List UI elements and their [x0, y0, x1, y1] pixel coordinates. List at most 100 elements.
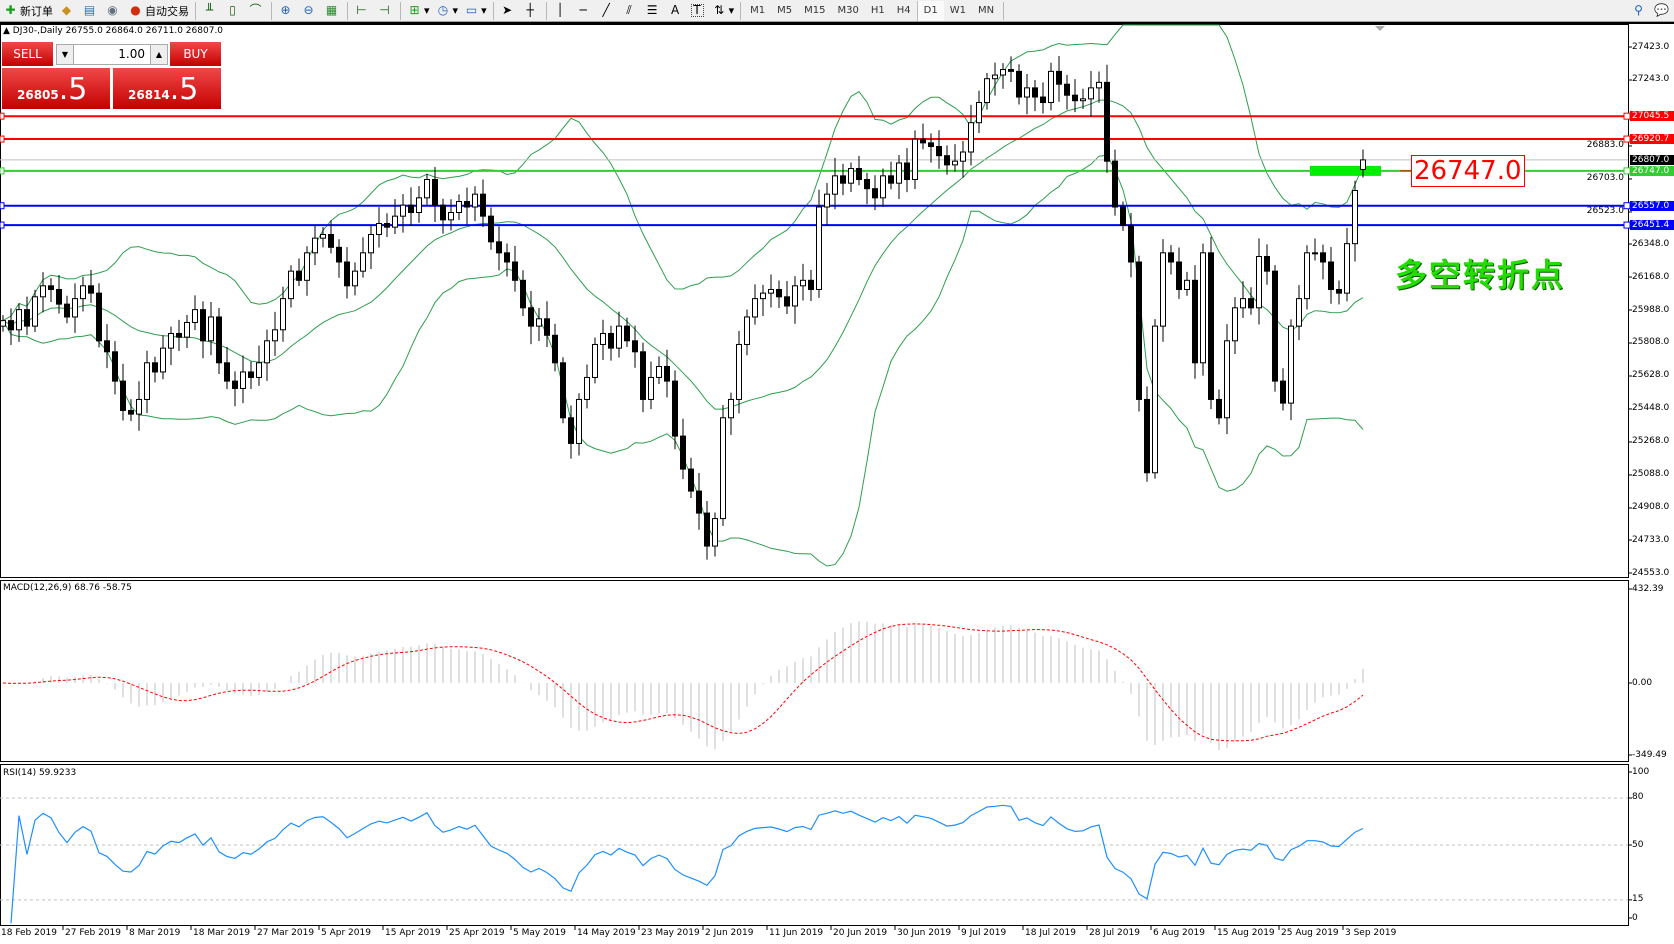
zoom-out-button[interactable]: ⊖ [298, 1, 321, 21]
timeframe-mn[interactable]: MN [977, 4, 995, 16]
date-label: 14 May 2019 [577, 928, 636, 938]
text-label-button[interactable]: T [688, 1, 709, 21]
crosshair-button[interactable]: ┼ [520, 1, 543, 21]
candle-body [904, 162, 910, 181]
candle-body [160, 347, 166, 373]
vertical-line-button[interactable]: │ [550, 1, 573, 21]
candle-body [552, 334, 558, 364]
candle-body [208, 316, 214, 342]
candle-body [1024, 87, 1030, 98]
candle-body [1232, 307, 1238, 342]
line-chart-button[interactable]: ⌒ [245, 1, 268, 21]
timeframe-d1[interactable]: D1 [916, 0, 944, 21]
line-handle [0, 202, 5, 210]
toolbar-separator [1003, 1, 1005, 20]
candle-body [352, 270, 358, 287]
price-tick-label: 25448.0 [1632, 403, 1670, 414]
new-order-button[interactable]: ✚ 新订单 [0, 1, 56, 21]
tile-windows-button[interactable]: ▦ [321, 1, 344, 21]
auto-scroll-button[interactable]: ⊢ [351, 1, 374, 21]
candle-body [784, 296, 790, 307]
text-button[interactable]: A [665, 1, 688, 21]
candle-body [384, 222, 390, 228]
candle-chart-button[interactable]: ▯ [222, 1, 245, 21]
indicators-icon: ⊞ [409, 3, 420, 17]
fibonacci-button[interactable]: ☰ [642, 1, 665, 21]
candle-body [1096, 81, 1102, 89]
candle-body [336, 246, 342, 263]
candle-body [976, 102, 982, 124]
bar-chart-button[interactable]: ╨ [199, 1, 222, 21]
turning-point-text[interactable]: 多空转折点 [1395, 256, 1566, 294]
trendline-icon: ╱ [602, 3, 610, 17]
sell-button[interactable]: SELL [2, 42, 53, 66]
candle-body [216, 316, 222, 364]
macd-tick-label: 432.39 [1632, 583, 1664, 594]
equidistant-channel-button[interactable]: ⫽ [619, 1, 642, 21]
lot-decrease-icon[interactable]: ▼ [57, 45, 74, 64]
chart-shift-button[interactable]: ⊣ [374, 1, 397, 21]
candle-body [184, 321, 190, 338]
rsi-tick-label: 100 [1632, 766, 1650, 777]
candle-body [840, 175, 846, 184]
date-label: 3 Sep 2019 [1345, 928, 1397, 938]
templates-button[interactable]: ▭ ▾ [465, 3, 487, 17]
macd-pane-frame [0, 580, 1629, 762]
date-label: 11 Jun 2019 [769, 928, 824, 938]
candle-body [656, 365, 662, 378]
buy-price-button[interactable]: 26814.5 [113, 68, 221, 109]
timeframe-m30[interactable]: M30 [837, 4, 859, 16]
sell-price-frac: .5 [58, 72, 88, 107]
candle-body [1128, 224, 1134, 263]
buy-button[interactable]: BUY [170, 42, 221, 66]
lot-increase-icon[interactable]: ▲ [150, 45, 167, 64]
candle-body [1040, 96, 1046, 104]
candle-body [88, 285, 94, 294]
collapse-triangle-icon[interactable]: ▲ [3, 26, 13, 36]
rsi-tick-label: 50 [1632, 839, 1644, 850]
candle-body [968, 122, 974, 153]
candle-body [472, 193, 478, 208]
market-watch-button[interactable]: ▤ [79, 1, 102, 21]
candle-body [632, 340, 638, 353]
date-label: 30 Jun 2019 [897, 928, 952, 938]
timeframe-w1[interactable]: W1 [949, 4, 966, 16]
lot-value[interactable]: 1.00 [118, 47, 145, 61]
candle-body [1184, 279, 1190, 290]
candle-body [624, 325, 630, 342]
timeframe-m5[interactable]: M5 [777, 4, 793, 16]
sell-price-button[interactable]: 26805.5 [2, 68, 110, 109]
price-annotation-label[interactable]: 26747.0 [1411, 155, 1525, 187]
chat-button[interactable]: 💬 [1651, 1, 1674, 21]
timeframe-h1[interactable]: H1 [870, 4, 885, 16]
arrows-button[interactable]: ⇅ ▾ [709, 1, 738, 21]
cursor-button[interactable]: ➤ [497, 1, 520, 21]
candle-body [1312, 252, 1318, 255]
timeframe-m15[interactable]: M15 [804, 4, 826, 16]
signals-button[interactable]: ◉ [102, 1, 125, 21]
rsi-tick-label: 15 [1632, 894, 1644, 905]
trendline-button[interactable]: ╱ [596, 1, 619, 21]
candle-body [584, 376, 590, 400]
candle-body [1336, 288, 1342, 294]
candle-body [952, 160, 958, 166]
search-button[interactable]: ⚲ [1628, 1, 1651, 21]
candle-body [440, 204, 446, 221]
auto-trading-button[interactable]: ● 自动交易 [125, 1, 192, 21]
zoom-in-button[interactable]: ⊕ [275, 1, 298, 21]
metaeditor-button[interactable]: ◆ [56, 1, 79, 21]
chart-area[interactable] [0, 22, 1674, 944]
bar-chart-icon: ╨ [205, 3, 214, 17]
periods-button[interactable]: ◷ ▾ [433, 1, 462, 21]
horizontal-line-button[interactable]: ─ [573, 1, 596, 21]
candle-body [608, 332, 614, 349]
timeframe-m1[interactable]: M1 [750, 4, 766, 16]
candle-body [800, 279, 806, 287]
candle-body [920, 138, 926, 144]
candle-body [912, 138, 918, 181]
indicators-button[interactable]: ⊞ ▾ [404, 1, 433, 21]
rsi-tick-label: 0 [1632, 912, 1638, 923]
timeframe-h4[interactable]: H4 [896, 4, 911, 16]
candle-body [944, 155, 950, 166]
lot-size-input[interactable]: ▼ 1.00 ▲ [56, 44, 168, 65]
